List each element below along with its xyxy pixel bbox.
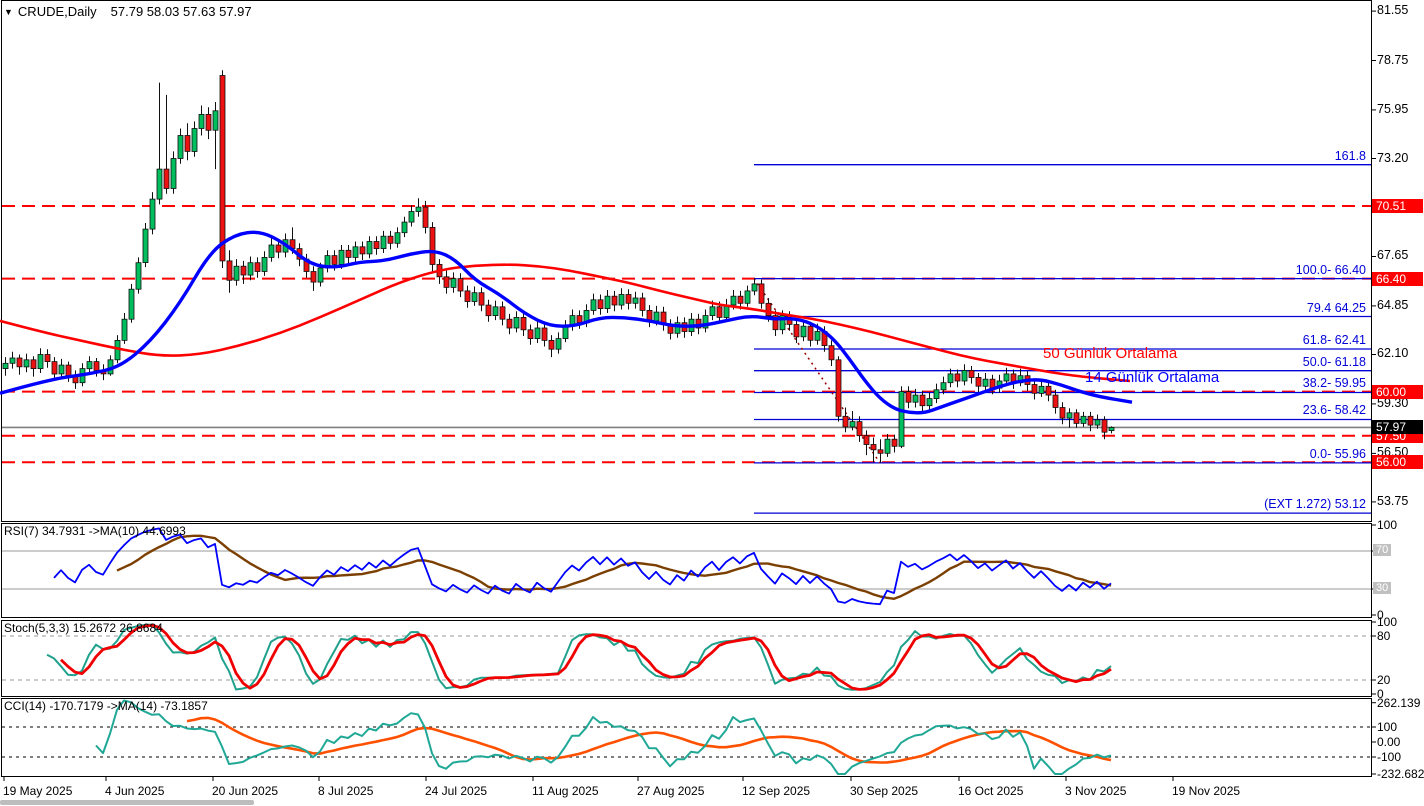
current-price-badge: 57.97	[1372, 420, 1423, 435]
ma14-annotation: 14 Günlük Ortalama	[1085, 369, 1220, 386]
cci-scale-label: 0.00	[1377, 735, 1401, 749]
horizontal-scrollbar[interactable]	[0, 800, 254, 805]
price-axis-label: 53.75	[1377, 493, 1409, 508]
ma50-line	[0, 263, 1131, 383]
price-level-badge: 70.51	[1372, 199, 1423, 213]
rsi-panel-border	[1, 523, 1372, 618]
stoch-scale-label: 0	[1377, 687, 1384, 701]
rsi-level-badge: 30	[1373, 582, 1392, 594]
stoch-panel-border	[1, 620, 1372, 697]
rsi-level-badge: 70	[1373, 544, 1392, 556]
fib-level-label: 38.2- 59.95	[1302, 376, 1366, 391]
date-axis-label: 30 Sep 2025	[850, 784, 919, 798]
price-axis-label: 75.95	[1377, 101, 1409, 116]
date-axis-label: 20 Jun 2025	[212, 784, 279, 798]
fib-level-label: 161.8	[1334, 148, 1366, 163]
price-level-badge: 60.00	[1372, 384, 1423, 399]
main-panel-border	[1, 0, 1372, 522]
cci-panel-border	[1, 698, 1372, 777]
chart-title: ▼ CRUDE,Daily 57.79 58.03 57.63 57.97	[4, 4, 252, 19]
rsi-ma-line	[116, 534, 1112, 600]
rsi-scale-label: 0	[1377, 608, 1384, 622]
date-axis-label: 16 Oct 2025	[958, 784, 1024, 798]
cci-scale-label: 262.139	[1377, 695, 1421, 710]
price-axis-label: 64.85	[1377, 297, 1409, 312]
cci-panel-header: CCI(14) -170.7179 ->MA(14) -73.1857	[4, 699, 208, 713]
fib-level-label: (EXT 1.272) 53.12	[1264, 497, 1366, 512]
rsi-panel-header: RSI(7) 34.7931 ->MA(10) 44.6993	[4, 524, 186, 538]
fib-level-label: 50.0- 61.18	[1302, 354, 1366, 369]
stoch-scale-label: 20	[1377, 673, 1391, 687]
ohlc-values: 57.79 58.03 57.63 57.97	[110, 4, 252, 19]
date-axis-label: 12 Sep 2025	[742, 784, 811, 798]
ma14-line	[0, 230, 1133, 415]
rsi-line	[53, 527, 1112, 606]
stoch-scale-label: 100	[1377, 615, 1398, 629]
date-axis-label: 24 Jul 2025	[425, 784, 488, 798]
date-axis-label: 11 Aug 2025	[532, 784, 599, 798]
price-axis-label: 59.30	[1377, 395, 1409, 410]
fib-level-label: 23.6- 58.42	[1302, 403, 1366, 418]
stoch-scale-label: 80	[1377, 629, 1391, 643]
date-axis-label: 3 Nov 2025	[1065, 784, 1127, 798]
date-axis-label: 4 Jun 2025	[105, 784, 165, 798]
cci-ma-line	[186, 716, 1112, 764]
stoch-d-line	[60, 623, 1112, 691]
price-axis-label: 73.20	[1377, 150, 1409, 165]
fib-level-label: 61.8- 62.41	[1302, 333, 1366, 348]
date-axis-label: 27 Aug 2025	[637, 784, 705, 798]
price-axis-label: 78.75	[1377, 52, 1409, 67]
symbol-dropdown-icon[interactable]: ▼	[4, 7, 13, 17]
price-axis-label: 67.65	[1377, 248, 1409, 263]
date-axis-label: 19 May 2025	[3, 784, 73, 798]
fib-level-label: 100.0- 66.40	[1295, 262, 1366, 277]
price-level-badge: 66.40	[1372, 271, 1423, 286]
price-level-badge: 56.00	[1372, 455, 1423, 470]
ma50-annotation: 50 Günlük Ortalama	[1043, 345, 1178, 362]
cci-line	[95, 699, 1112, 775]
fib-level-label: 79.4 64.25	[1306, 300, 1366, 315]
price-axis-label: 62.10	[1377, 346, 1409, 361]
cci-scale-label: -100	[1377, 750, 1402, 764]
stoch-panel-header: Stoch(5,3,3) 15.2672 26.8684	[4, 621, 163, 635]
symbol-timeframe-label: CRUDE,Daily	[17, 4, 97, 19]
cci-scale-label: 100	[1377, 720, 1398, 734]
stoch-k-line	[46, 623, 1112, 691]
fib-level-label: 0.0- 55.96	[1309, 446, 1366, 461]
date-axis-label: 19 Nov 2025	[1172, 784, 1241, 798]
date-axis-label: 8 Jul 2025	[318, 784, 374, 798]
rsi-scale-label: 100	[1377, 518, 1398, 532]
cci-scale-label: -232.682	[1377, 767, 1424, 781]
price-axis-label: 81.55	[1377, 3, 1409, 18]
